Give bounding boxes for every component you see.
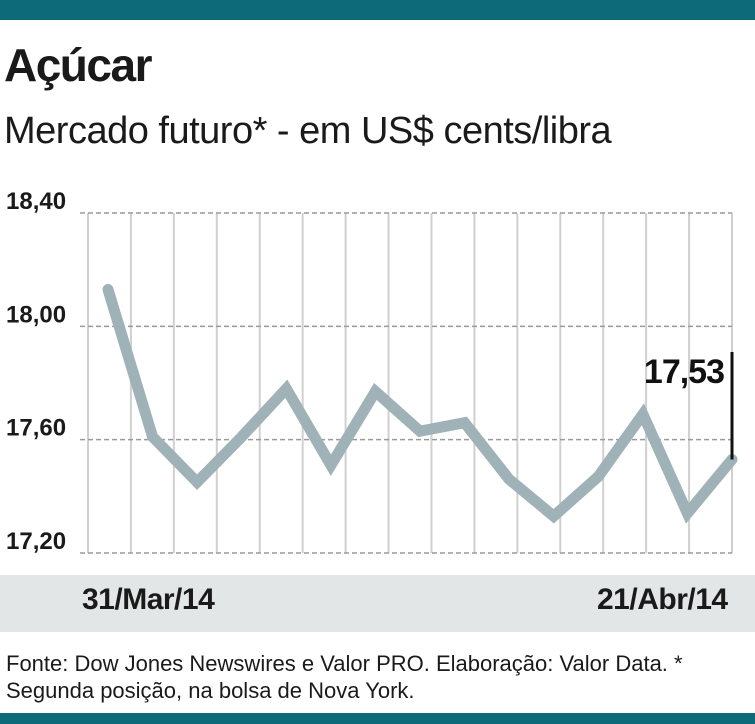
x-axis-band <box>0 575 755 632</box>
y-tick-label: 18,40 <box>6 188 66 215</box>
chart-title: Açúcar <box>4 39 152 91</box>
top-rule <box>0 0 755 20</box>
line-chart: 18,40 18,00 17,60 17,20 17,53 <box>6 188 738 555</box>
annotation-group: 17,53 <box>644 352 734 460</box>
source-note: Fonte: Dow Jones Newswires e Valor PRO. … <box>6 651 683 703</box>
y-tick-label: 17,20 <box>6 528 66 555</box>
bottom-rule <box>0 713 755 724</box>
x-tick-label-end: 21/Abr/14 <box>597 583 728 616</box>
x-tick-label-start: 31/Mar/14 <box>82 583 215 616</box>
y-tick-label: 17,60 <box>6 415 66 442</box>
vertical-gridlines <box>87 213 733 553</box>
annotation-label: 17,53 <box>644 353 724 391</box>
horizontal-gridlines <box>80 212 732 554</box>
series-group <box>102 284 738 524</box>
series-line <box>102 284 738 524</box>
y-tick-labels: 18,40 18,00 17,60 17,20 <box>6 188 66 555</box>
y-tick-label: 18,00 <box>6 301 66 328</box>
chart-subtitle: Mercado futuro* - em US$ cents/libra <box>4 110 612 152</box>
